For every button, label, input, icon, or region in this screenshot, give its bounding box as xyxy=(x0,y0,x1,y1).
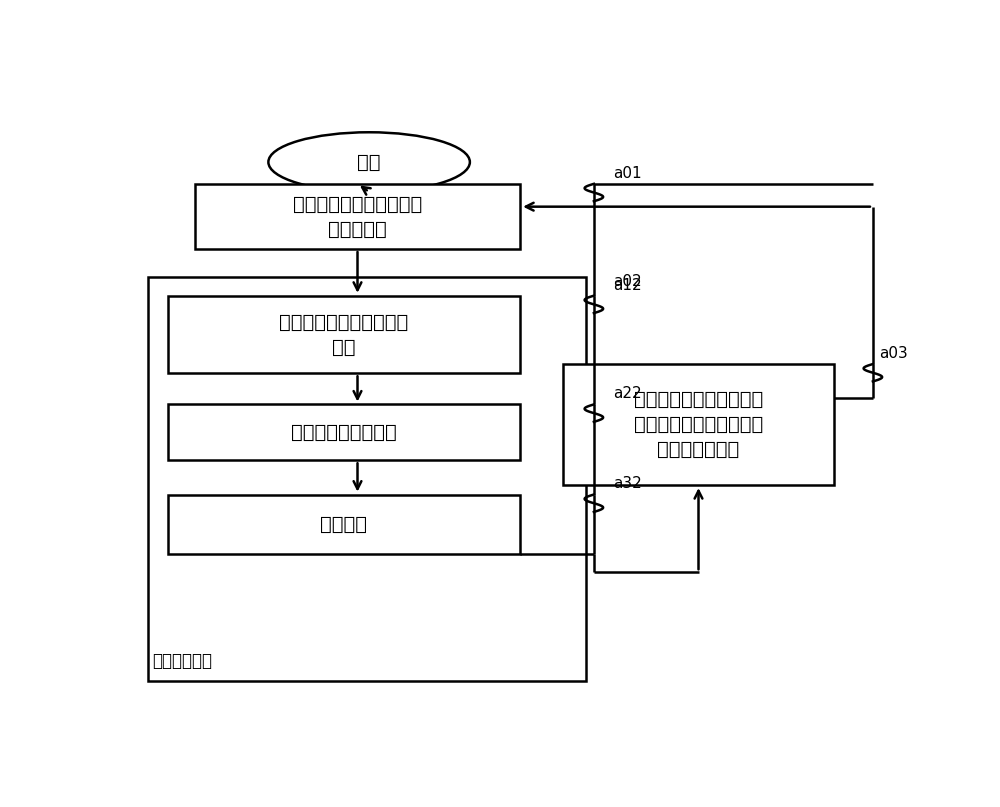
FancyBboxPatch shape xyxy=(563,364,834,485)
FancyBboxPatch shape xyxy=(148,277,586,681)
Text: a01: a01 xyxy=(613,165,642,181)
Text: 将衬底置于多片式沉积设
备中: 将衬底置于多片式沉积设 备中 xyxy=(279,312,409,357)
Text: a03: a03 xyxy=(879,346,908,361)
Text: a32: a32 xyxy=(613,476,642,491)
FancyBboxPatch shape xyxy=(195,184,520,249)
Text: 开始: 开始 xyxy=(357,153,381,172)
Text: 向多片式沉积设备中通入
辅助气体，并以辅助气体
形成等离子体。: 向多片式沉积设备中通入 辅助气体，并以辅助气体 形成等离子体。 xyxy=(634,390,763,459)
Text: a12: a12 xyxy=(613,278,642,293)
Text: a02: a02 xyxy=(613,274,642,290)
Text: a22: a22 xyxy=(613,387,642,401)
FancyBboxPatch shape xyxy=(168,404,520,460)
Text: 沉积工艺步骤: 沉积工艺步骤 xyxy=(152,652,212,670)
Text: 吹扫处理: 吹扫处理 xyxy=(320,515,367,533)
Ellipse shape xyxy=(268,132,470,192)
Text: 提供用于沉积工艺的多片
式沉积设备: 提供用于沉积工艺的多片 式沉积设备 xyxy=(293,194,422,238)
FancyBboxPatch shape xyxy=(168,295,520,374)
FancyBboxPatch shape xyxy=(168,495,520,554)
Text: 对衬底进行沉积工艺: 对衬底进行沉积工艺 xyxy=(291,423,397,442)
